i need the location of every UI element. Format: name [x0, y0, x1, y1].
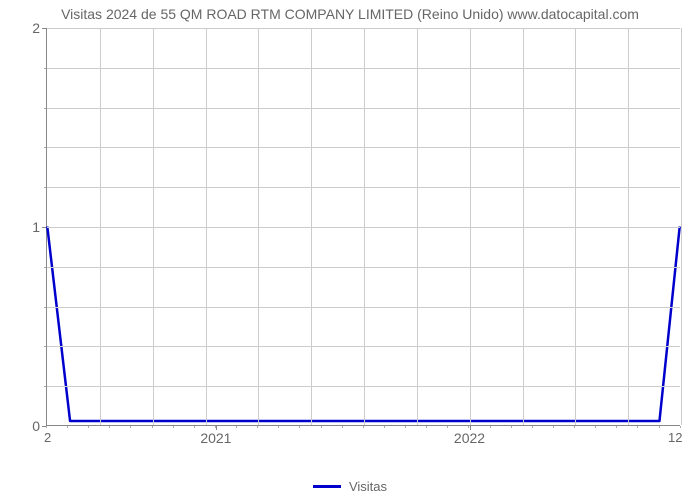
vgrid-line: [523, 28, 524, 425]
y-minor-tick: [44, 68, 46, 69]
x-minor-tick: [595, 426, 596, 428]
x-minor-tick: [152, 426, 153, 428]
y-minor-tick: [44, 187, 46, 188]
x-minor-tick: [659, 426, 660, 428]
x-tick-label: 2021: [200, 430, 231, 446]
x-minor-tick: [532, 426, 533, 428]
chart-title: Visitas 2024 de 55 QM ROAD RTM COMPANY L…: [0, 6, 700, 22]
x-minor-tick: [88, 426, 89, 428]
x-minor-tick: [109, 426, 110, 428]
x-left-edge-label: 2: [44, 430, 51, 445]
y-tick-label: 2: [26, 20, 40, 36]
vgrid-line: [311, 28, 312, 425]
y-tick-mark: [42, 28, 46, 29]
x-minor-tick: [511, 426, 512, 428]
x-minor-tick: [553, 426, 554, 428]
x-minor-tick: [637, 426, 638, 428]
x-minor-tick: [321, 426, 322, 428]
legend-swatch: [313, 485, 341, 488]
y-tick-label: 1: [26, 219, 40, 235]
x-minor-tick: [46, 426, 47, 428]
vgrid-line: [206, 28, 207, 425]
x-minor-tick: [130, 426, 131, 428]
x-minor-tick: [447, 426, 448, 428]
x-minor-tick: [384, 426, 385, 428]
legend: Visitas: [0, 479, 700, 494]
plot-area: [46, 28, 680, 426]
y-minor-tick: [44, 307, 46, 308]
vgrid-line: [258, 28, 259, 425]
x-minor-tick: [278, 426, 279, 428]
x-minor-tick: [67, 426, 68, 428]
vgrid-line: [417, 28, 418, 425]
x-minor-tick: [616, 426, 617, 428]
x-minor-tick: [299, 426, 300, 428]
x-minor-tick: [363, 426, 364, 428]
vgrid-line: [628, 28, 629, 425]
vgrid-line: [100, 28, 101, 425]
x-tick-mark: [470, 426, 471, 430]
vgrid-line: [575, 28, 576, 425]
x-minor-tick: [257, 426, 258, 428]
y-minor-tick: [44, 108, 46, 109]
chart-container: Visitas 2024 de 55 QM ROAD RTM COMPANY L…: [0, 0, 700, 500]
x-minor-tick: [405, 426, 406, 428]
vgrid-line: [681, 28, 682, 425]
x-minor-tick: [194, 426, 195, 428]
legend-label: Visitas: [349, 479, 387, 494]
vgrid-line: [470, 28, 471, 425]
y-minor-tick: [44, 147, 46, 148]
y-minor-tick: [44, 346, 46, 347]
x-minor-tick: [468, 426, 469, 428]
y-minor-tick: [44, 386, 46, 387]
x-minor-tick: [490, 426, 491, 428]
vgrid-line: [364, 28, 365, 425]
x-minor-tick: [426, 426, 427, 428]
x-minor-tick: [215, 426, 216, 428]
x-minor-tick: [574, 426, 575, 428]
x-right-edge-label: 12: [668, 430, 682, 445]
vgrid-line: [153, 28, 154, 425]
y-tick-mark: [42, 227, 46, 228]
x-minor-tick: [173, 426, 174, 428]
x-minor-tick: [680, 426, 681, 428]
x-minor-tick: [342, 426, 343, 428]
x-minor-tick: [236, 426, 237, 428]
x-tick-label: 2022: [454, 430, 485, 446]
y-minor-tick: [44, 267, 46, 268]
x-tick-mark: [216, 426, 217, 430]
y-tick-label: 0: [26, 418, 40, 434]
